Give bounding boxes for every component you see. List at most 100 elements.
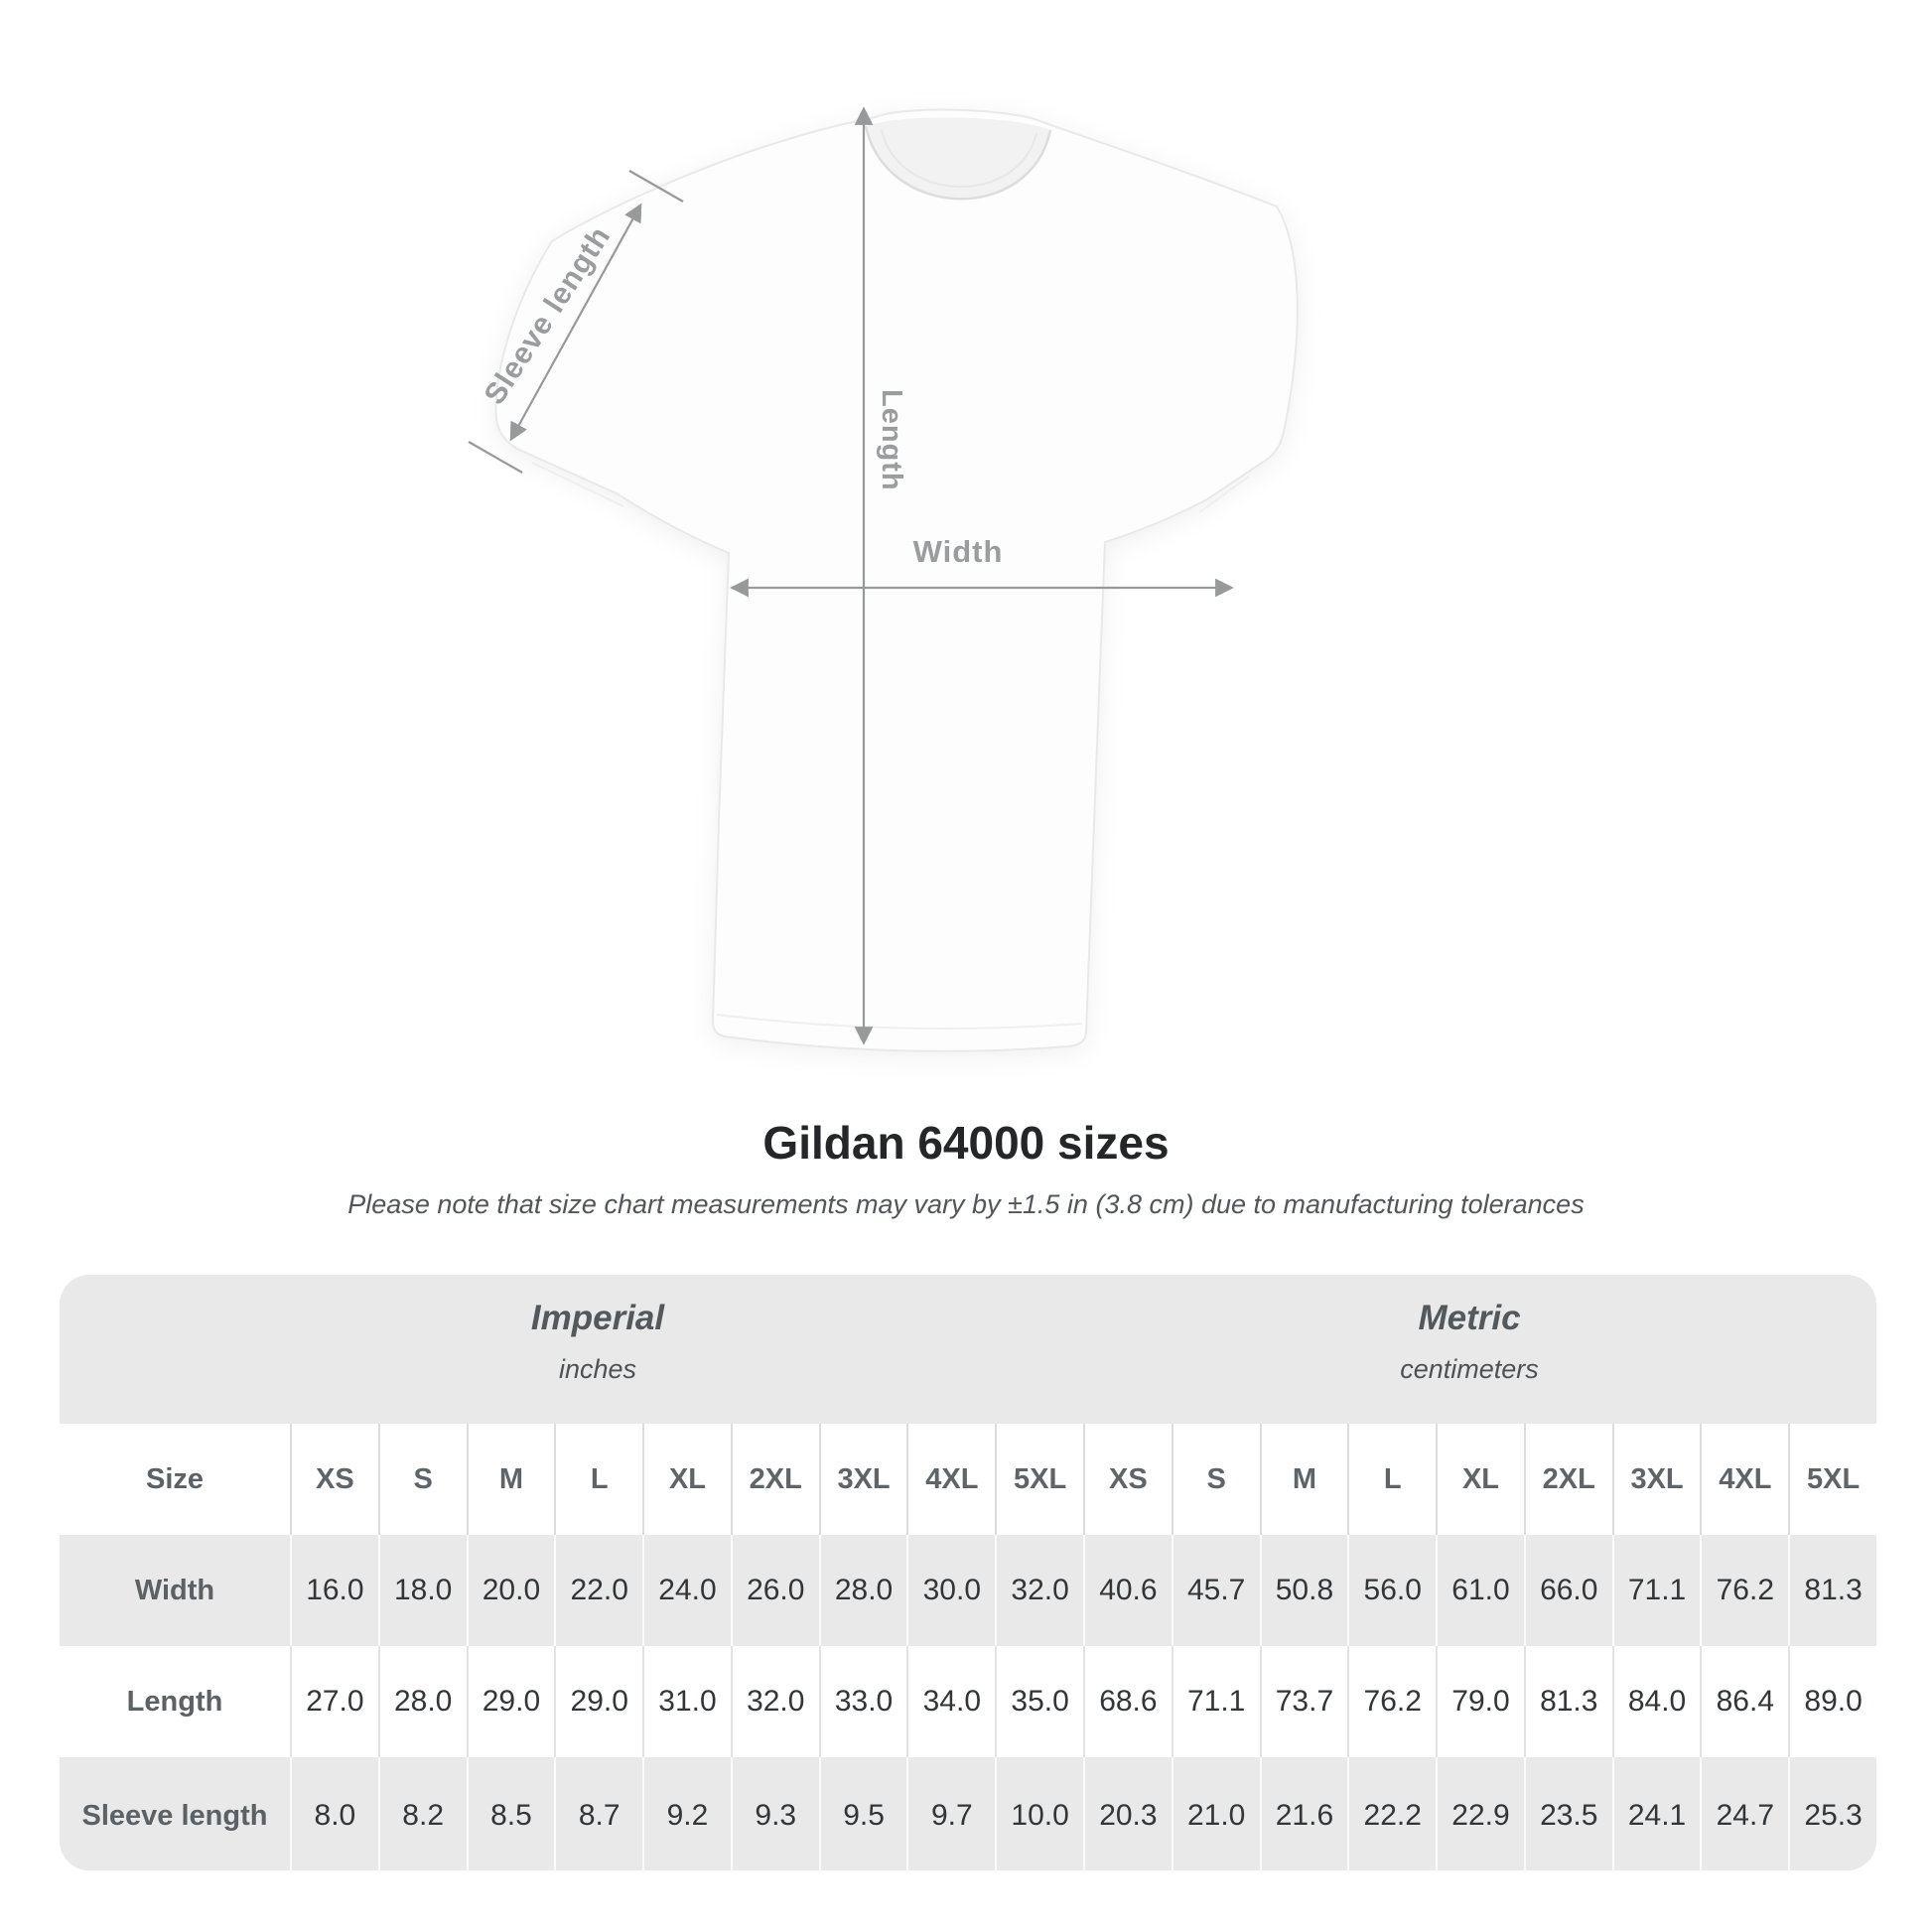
size-header-cell-imperial: XL [642, 1424, 731, 1535]
value-cell-metric: 71.1 [1611, 1535, 1701, 1646]
size-header-cell-imperial: S [377, 1424, 467, 1535]
size-header-cell-metric: 4XL [1700, 1424, 1788, 1535]
value-cell-imperial: 8.0 [290, 1757, 378, 1870]
size-column-header: Size [145, 1462, 205, 1495]
value-cell-imperial: 27.0 [290, 1646, 378, 1757]
value-cell-metric: 21.0 [1171, 1757, 1260, 1870]
value-cell-metric: 22.9 [1436, 1757, 1524, 1870]
value-cell-imperial: 18.0 [377, 1535, 467, 1646]
value-cell-imperial: 20.0 [466, 1535, 555, 1646]
sleeve-length-arrow [509, 203, 642, 442]
value-cell-metric: 76.2 [1700, 1535, 1788, 1646]
value-cell-metric: 56.0 [1347, 1535, 1436, 1646]
value-cell-metric: 86.4 [1700, 1646, 1788, 1757]
value-cell-imperial: 31.0 [642, 1646, 731, 1757]
size-header-cell-metric: 5XL [1788, 1424, 1876, 1535]
metric-unit-header: Metric centimeters [1400, 1299, 1539, 1385]
value-cell-imperial: 29.0 [554, 1646, 642, 1757]
value-cell-metric: 66.0 [1523, 1535, 1612, 1646]
value-cell-imperial: 16.0 [290, 1535, 378, 1646]
imperial-group-label: Imperial [530, 1299, 665, 1337]
imperial-unit-label: inches [558, 1354, 637, 1384]
size-header-cell-imperial: 3XL [818, 1424, 907, 1535]
size-header-cell-metric: M [1259, 1424, 1348, 1535]
size-header-cell-metric: 3XL [1611, 1424, 1701, 1535]
value-cell-metric: 20.3 [1083, 1757, 1172, 1870]
value-cell-imperial: 29.0 [466, 1646, 555, 1757]
value-cell-imperial: 30.0 [906, 1535, 995, 1646]
size-header-cell-imperial: 4XL [906, 1424, 995, 1535]
value-cell-imperial: 32.0 [995, 1535, 1083, 1646]
row-label: Sleeve length [81, 1799, 268, 1832]
value-cell-imperial: 28.0 [377, 1646, 467, 1757]
value-cell-imperial: 9.3 [730, 1757, 819, 1870]
size-header-cell-metric: XL [1436, 1424, 1524, 1535]
size-header-cell-metric: S [1171, 1424, 1260, 1535]
imperial-unit-header: Imperial inches [531, 1299, 664, 1385]
measurement-row: Length 27.0 28.0 29.0 29.0 31.0 32.0 33.0 34.0 35… [60, 1646, 1876, 1757]
value-cell-metric: 50.8 [1259, 1535, 1348, 1646]
value-cell-metric: 24.1 [1611, 1757, 1701, 1870]
tshirt-collar-band-outer [864, 125, 1052, 201]
tshirt-right-cuff-seam [1198, 476, 1250, 513]
value-cell-imperial: 26.0 [730, 1535, 819, 1646]
size-header-cell-imperial: XS [290, 1424, 378, 1535]
size-header-cell-imperial: M [466, 1424, 555, 1535]
value-cell-imperial: 9.5 [818, 1757, 907, 1870]
value-cell-metric: 22.2 [1347, 1757, 1436, 1870]
value-cell-metric: 24.7 [1700, 1757, 1788, 1870]
size-header-cell-imperial: 5XL [995, 1424, 1083, 1535]
value-cell-imperial: 9.2 [642, 1757, 731, 1870]
value-cell-imperial: 34.0 [906, 1646, 995, 1757]
value-cell-metric: 89.0 [1788, 1646, 1876, 1757]
metric-unit-label: centimeters [1400, 1354, 1539, 1384]
page-title: Gildan 64000 sizes [762, 1117, 1170, 1169]
value-cell-metric: 68.6 [1083, 1646, 1172, 1757]
size-header-cell-metric: 2XL [1523, 1424, 1612, 1535]
value-cell-imperial: 22.0 [554, 1535, 642, 1646]
row-label: Width [134, 1574, 215, 1606]
value-cell-metric: 40.6 [1083, 1535, 1172, 1646]
value-cell-imperial: 8.5 [466, 1757, 555, 1870]
size-header-row: Size XS S M L XL 2XL 3XL 4XL 5XL XS S M L XL 2XL 3XL 4XL 5… [60, 1424, 1876, 1535]
size-header-cell-metric: XS [1083, 1424, 1172, 1535]
value-cell-metric: 25.3 [1788, 1757, 1876, 1870]
tshirt-illustration [468, 106, 1299, 1052]
value-cell-metric: 21.6 [1259, 1757, 1348, 1870]
value-cell-imperial: 33.0 [818, 1646, 907, 1757]
value-cell-metric: 71.1 [1171, 1646, 1260, 1757]
tshirt-left-cuff-seam [531, 462, 624, 507]
size-header-cell-imperial: 2XL [730, 1424, 819, 1535]
value-cell-imperial: 8.2 [377, 1757, 467, 1870]
value-cell-imperial: 8.7 [554, 1757, 642, 1870]
value-cell-metric: 61.0 [1436, 1535, 1524, 1646]
value-cell-metric: 81.3 [1523, 1646, 1612, 1757]
value-cell-metric: 73.7 [1259, 1646, 1348, 1757]
sleeve-arrow-bottom-tick [468, 441, 523, 474]
sleeve-arrow-top-tick [628, 170, 684, 203]
measurement-row: Width 16.0 18.0 20.0 22.0 24.0 26.0 28.0 30.0 32.… [60, 1535, 1876, 1646]
size-grid: Size XS S M L XL 2XL 3XL 4XL 5XL XS S M L XL 2XL 3XL 4XL 5… [60, 1424, 1876, 1870]
value-cell-imperial: 10.0 [995, 1757, 1083, 1870]
value-cell-metric: 79.0 [1436, 1646, 1524, 1757]
value-cell-metric: 45.7 [1171, 1535, 1260, 1646]
length-dimension-label: Length [876, 389, 907, 491]
tolerance-note: Please note that size chart measurements… [347, 1189, 1585, 1219]
value-cell-imperial: 24.0 [642, 1535, 731, 1646]
value-cell-imperial: 9.7 [906, 1757, 995, 1870]
value-cell-imperial: 35.0 [995, 1646, 1083, 1757]
measurement-row: Sleeve length 8.0 8.2 8.5 8.7 9.2 9.3 9.5 9.7 10.… [60, 1757, 1876, 1870]
size-header-cell-imperial: L [554, 1424, 642, 1535]
metric-group-label: Metric [1418, 1299, 1521, 1337]
value-cell-metric: 81.3 [1788, 1535, 1876, 1646]
row-label: Length [126, 1685, 223, 1718]
value-cell-imperial: 28.0 [818, 1535, 907, 1646]
tshirt-collar-opening [866, 117, 1050, 200]
size-header-cell-metric: L [1347, 1424, 1436, 1535]
width-dimension-label: Width [912, 534, 1004, 569]
size-table: Imperial inches Metric centimeters Size X… [60, 1275, 1876, 1870]
tshirt-collar-band-inner [881, 129, 1037, 188]
value-cell-metric: 23.5 [1523, 1757, 1612, 1870]
value-cell-imperial: 32.0 [730, 1646, 819, 1757]
